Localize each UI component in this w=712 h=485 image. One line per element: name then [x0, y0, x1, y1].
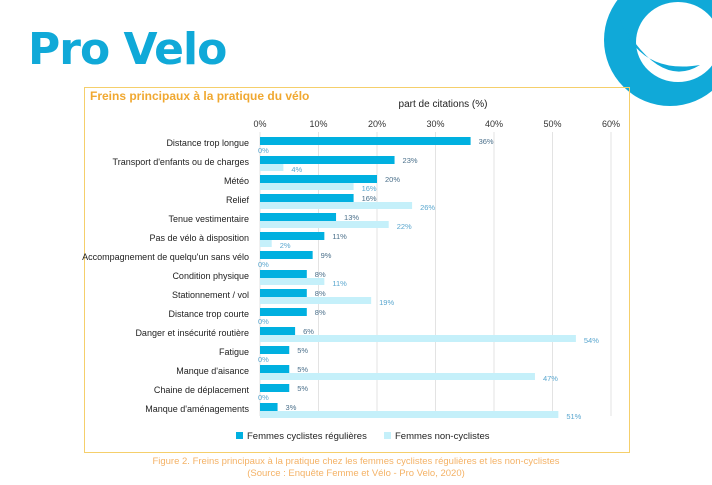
bar-cyclistes	[260, 251, 313, 259]
data-label: 22%	[397, 222, 412, 231]
bar-cyclistes	[260, 384, 290, 392]
category-label: Manque d'aisance	[176, 366, 249, 376]
data-label: 0%	[258, 393, 269, 402]
data-label: 11%	[332, 279, 347, 288]
category-label: Fatigue	[219, 347, 249, 357]
x-tick-label: 0%	[253, 119, 266, 129]
data-label: 0%	[258, 146, 269, 155]
bar-cyclistes	[260, 156, 395, 164]
category-label: Condition physique	[172, 271, 249, 281]
bar-non-cyclistes	[260, 335, 576, 342]
bar-cyclistes	[260, 194, 354, 202]
data-label: 2%	[280, 241, 291, 250]
data-label: 3%	[286, 403, 297, 412]
bar-non-cyclistes	[260, 411, 559, 418]
bar-cyclistes	[260, 327, 296, 335]
data-label: 6%	[303, 327, 314, 336]
data-label: 16%	[362, 184, 377, 193]
bar-non-cyclistes	[260, 221, 389, 228]
data-label: 47%	[543, 374, 558, 383]
category-label: Chaine de déplacement	[154, 385, 250, 395]
x-tick-label: 40%	[485, 119, 503, 129]
data-label: 0%	[258, 317, 269, 326]
data-label: 19%	[379, 298, 394, 307]
category-label: Transport d'enfants ou de charges	[113, 157, 250, 167]
bar-non-cyclistes	[260, 164, 284, 171]
data-label: 51%	[566, 412, 581, 421]
data-label: 5%	[297, 384, 308, 393]
x-tick-label: 10%	[309, 119, 327, 129]
x-tick-label: 50%	[543, 119, 561, 129]
figure-caption: Figure 2. Freins principaux à la pratiqu…	[152, 456, 560, 467]
data-label: 8%	[315, 270, 326, 279]
x-tick-label: 60%	[602, 119, 620, 129]
bar-cyclistes	[260, 403, 278, 411]
data-label: 5%	[297, 346, 308, 355]
data-label: 13%	[344, 213, 359, 222]
x-axis-title: part de citations (%)	[398, 99, 488, 110]
data-label: 26%	[420, 203, 435, 212]
category-label: Stationnement / vol	[172, 290, 249, 300]
bar-cyclistes	[260, 175, 377, 183]
data-label: 5%	[297, 365, 308, 374]
pro-velo-logo: Pro Velo	[28, 24, 227, 75]
data-label: 9%	[321, 251, 332, 260]
bar-cyclistes	[260, 137, 471, 145]
swirl-logo-icon	[604, 0, 712, 106]
category-label: Distance trop courte	[168, 309, 249, 319]
bar-non-cyclistes	[260, 373, 535, 380]
category-label: Tenue vestimentaire	[168, 214, 249, 224]
bar-cyclistes	[260, 213, 337, 221]
figure-source: (Source : Enquête Femme et Vélo - Pro Ve…	[247, 468, 465, 479]
bar-non-cyclistes	[260, 240, 272, 247]
data-label: 20%	[385, 175, 400, 184]
bar-non-cyclistes	[260, 202, 413, 209]
data-label: 8%	[315, 308, 326, 317]
category-label: Accompagnement de quelqu'un sans vélo	[82, 252, 249, 262]
legend-swatch	[236, 432, 243, 439]
category-label: Relief	[226, 195, 250, 205]
bar-cyclistes	[260, 232, 325, 240]
x-tick-label: 20%	[368, 119, 386, 129]
data-label: 0%	[258, 260, 269, 269]
chart-frame	[84, 87, 630, 453]
category-label: Distance trop longue	[166, 138, 249, 148]
category-label: Danger et insécurité routière	[135, 328, 249, 338]
data-label: 23%	[403, 156, 418, 165]
legend-label: Femmes cyclistes régulières	[247, 431, 367, 442]
category-label: Manque d'aménagements	[145, 404, 249, 414]
bar-cyclistes	[260, 365, 290, 373]
legend-label: Femmes non-cyclistes	[395, 431, 490, 442]
data-label: 4%	[291, 165, 302, 174]
bar-cyclistes	[260, 346, 290, 354]
bar-cyclistes	[260, 308, 307, 316]
data-label: 8%	[315, 289, 326, 298]
legend-swatch	[384, 432, 391, 439]
data-label: 54%	[584, 336, 599, 345]
category-label: Pas de vélo à disposition	[149, 233, 249, 243]
bar-cyclistes	[260, 270, 307, 278]
x-tick-label: 30%	[426, 119, 444, 129]
data-label: 11%	[332, 232, 347, 241]
data-label: 36%	[479, 137, 494, 146]
data-label: 16%	[362, 194, 377, 203]
data-label: 0%	[258, 355, 269, 364]
bar-cyclistes	[260, 289, 307, 297]
bar-non-cyclistes	[260, 278, 325, 285]
chart-title: Freins principaux à la pratique du vélo	[90, 89, 310, 103]
category-label: Météo	[224, 176, 249, 186]
bar-non-cyclistes	[260, 183, 354, 190]
bar-non-cyclistes	[260, 297, 372, 304]
